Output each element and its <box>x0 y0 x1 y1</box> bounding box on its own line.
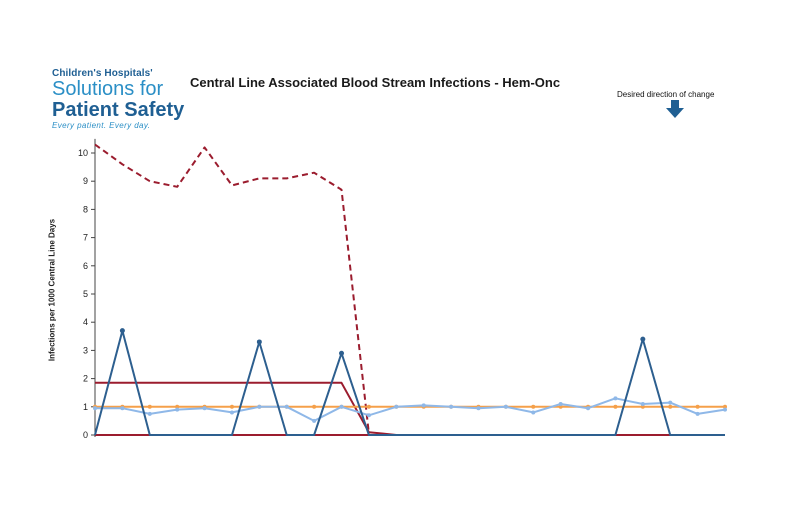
series-5-point <box>257 404 262 409</box>
series-5-point <box>147 411 152 416</box>
series-4-point <box>640 404 645 409</box>
series-5-point <box>93 406 97 411</box>
series-line-1 <box>94 143 370 434</box>
logo-line-1: Children's Hospitals' <box>52 68 153 79</box>
series-4-point <box>723 404 727 409</box>
series-5-point <box>284 404 289 409</box>
series-5-point <box>640 401 645 406</box>
direction-label: Desired direction of change <box>617 90 715 99</box>
series-5-point <box>531 410 536 415</box>
series-line-6 <box>94 329 725 436</box>
series-5-point <box>476 406 481 411</box>
series-4-point <box>695 404 700 409</box>
y-tick-label: 6 <box>83 261 88 271</box>
series-4-point <box>531 404 536 409</box>
y-tick-label: 2 <box>83 374 88 384</box>
series-6-point <box>339 350 345 356</box>
y-tick-label: 3 <box>83 345 88 355</box>
series-5-point <box>175 407 180 412</box>
y-tick-label: 8 <box>83 204 88 214</box>
chart-title: Central Line Associated Blood Stream Inf… <box>190 75 561 90</box>
series-5-point <box>394 404 399 409</box>
series-5-point <box>366 413 371 418</box>
y-tick-label: 10 <box>78 148 88 158</box>
logo: Children's Hospitals' Solutions for Pati… <box>52 68 184 130</box>
logo-line-2: Solutions for <box>52 78 164 100</box>
series-5-point <box>558 401 563 406</box>
series-5-point <box>668 400 673 405</box>
series-4-point <box>175 404 180 409</box>
series-5-point <box>503 404 508 409</box>
series-4-point <box>229 404 234 409</box>
y-tick-label: 1 <box>83 402 88 412</box>
y-tick-label: 4 <box>83 317 88 327</box>
series-4-point <box>147 404 152 409</box>
series-5-point <box>723 407 727 412</box>
series-5-point <box>613 396 618 401</box>
series-5-point <box>695 411 700 416</box>
series-5-point <box>202 406 207 411</box>
logo-line-3: Patient Safety <box>52 99 185 121</box>
y-tick-label: 0 <box>83 430 88 440</box>
series-5-point <box>229 410 234 415</box>
y-tick-label: 7 <box>83 233 88 243</box>
series-5-point <box>312 418 317 423</box>
series-4-point <box>558 404 563 409</box>
series-6-point <box>256 339 262 345</box>
series-6-point <box>640 336 646 342</box>
series-line-5 <box>95 397 726 422</box>
arrow-down-icon <box>666 100 684 118</box>
y-tick-label: 5 <box>83 289 88 299</box>
series-5-point <box>449 404 454 409</box>
series-5-point <box>339 404 344 409</box>
series-6-point <box>119 328 125 334</box>
y-tick-label: 9 <box>83 176 88 186</box>
series-5-point <box>120 406 125 411</box>
logo-line-4: Every patient. Every day. <box>52 121 151 130</box>
series-4-point <box>613 404 618 409</box>
series-5-point <box>421 403 426 408</box>
series-4-point <box>312 404 317 409</box>
series-4-point <box>366 404 371 409</box>
series-5-point <box>586 406 591 411</box>
series-4-point <box>668 404 673 409</box>
